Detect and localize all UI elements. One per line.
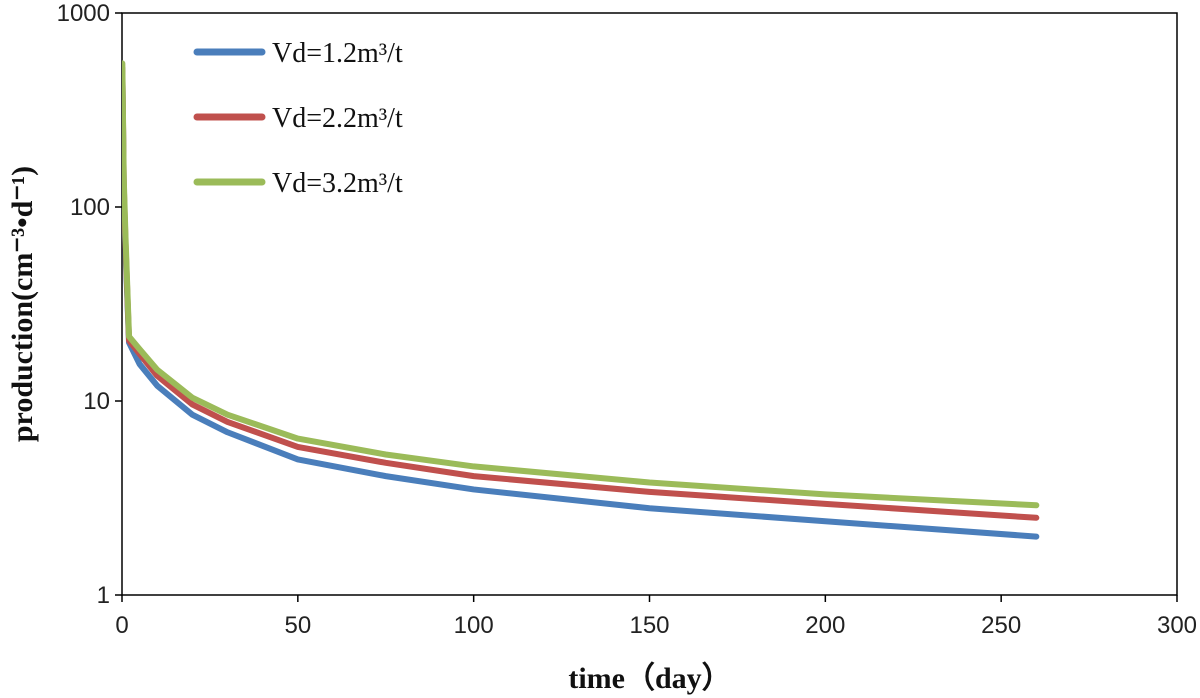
x-tick-label: 250 [981,612,1021,639]
x-tick-label: 300 [1157,612,1197,639]
series-line-1 [122,68,1040,540]
y-tick-label: 1 [97,582,110,609]
legend-label-1: Vd=1.2m³/t [272,38,403,69]
x-tick-label: 100 [454,612,494,639]
x-tick-label: 0 [115,612,128,639]
x-tick-label: 150 [629,612,669,639]
y-tick-label: 100 [70,194,110,221]
series-line-3 [122,60,1040,509]
legend-label-2: Vd=2.2m³/t [272,103,403,134]
legend-label-3: Vd=3.2m³/t [272,168,403,199]
y-axis-title: production(cm⁻³•d⁻¹) [6,166,39,442]
y-axis-ticks: 1 10 100 1000 [57,0,122,609]
y-tick-label: 1000 [57,0,110,27]
x-tick-label: 200 [805,612,845,639]
legend: Vd=1.2m³/t Vd=2.2m³/t Vd=3.2m³/t [193,38,403,199]
x-axis-title: time（day） [568,661,731,695]
y-tick-label: 10 [83,388,110,415]
x-axis-ticks: 0 50 100 150 200 250 300 [115,595,1197,639]
series-lines [122,60,1040,540]
x-tick-label: 50 [284,612,311,639]
series-line-2 [122,65,1040,521]
